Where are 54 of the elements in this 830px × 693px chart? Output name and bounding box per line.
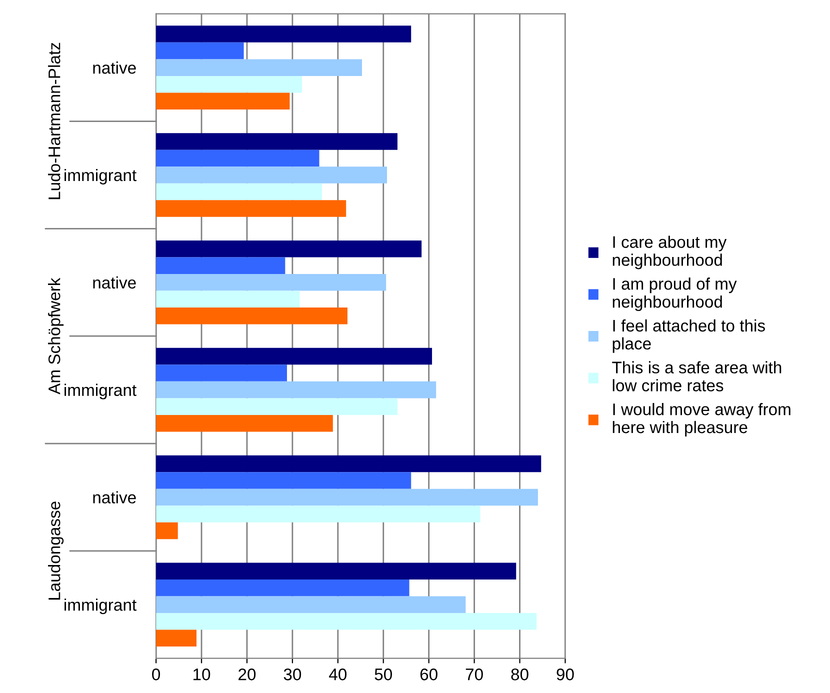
text: Laudongasse (48, 502, 64, 600)
x-tick-label: 10 (194, 668, 210, 680)
bar (156, 398, 398, 415)
legend-label: I feel attached to this place (612, 319, 765, 353)
bar (156, 562, 516, 580)
legend-label: I care about my neighbourhood (612, 236, 727, 270)
bar (156, 364, 287, 382)
bar (156, 240, 422, 258)
x-tick-label: 30 (284, 668, 302, 680)
bar (156, 522, 178, 540)
x-tick-label: 70 (466, 668, 483, 680)
bar (156, 348, 432, 365)
y-tick-label: native (93, 276, 136, 289)
x-tick-label: 60 (420, 668, 438, 680)
text: Am Schöpfwerk (48, 278, 64, 394)
bar (156, 59, 362, 76)
legend-label: I would move away from here with pleasure (612, 403, 790, 436)
bar (156, 166, 388, 184)
bar (156, 76, 302, 93)
bar (156, 630, 197, 647)
bar (156, 455, 542, 472)
bar (156, 257, 286, 274)
bar (156, 596, 466, 614)
y-tick-label: native (93, 491, 136, 504)
bar (156, 42, 244, 60)
x-tick-label: 80 (511, 668, 528, 680)
bar (156, 290, 300, 308)
bar (156, 414, 333, 432)
bar (156, 200, 346, 217)
text: Ludo-Hartmann-Platz (48, 42, 60, 200)
bar (156, 613, 537, 630)
bar (156, 26, 412, 42)
bar (156, 580, 410, 596)
x-tick-label: 40 (329, 668, 347, 680)
bar (156, 488, 538, 506)
x-tick-label: 50 (374, 668, 392, 680)
x-tick-label: 20 (238, 668, 256, 680)
bar (156, 183, 322, 200)
y-tick-label: immigrant (64, 168, 136, 184)
bar (156, 506, 480, 522)
legend-label: I am proud of my neighbourhood (612, 278, 737, 312)
legend-label: This is a safe area with low crime rates (612, 361, 782, 392)
bar (156, 381, 436, 398)
y-tick-label: immigrant (64, 384, 136, 400)
y-tick-label: immigrant (64, 598, 136, 614)
bar (156, 274, 386, 291)
bar (156, 308, 348, 324)
bar (156, 472, 412, 489)
x-tick-label: 90 (556, 668, 574, 680)
bar (156, 150, 320, 167)
bar (156, 133, 398, 150)
y-tick-label: native (93, 62, 136, 74)
x-tick-label: 0 (152, 668, 160, 680)
bar (156, 92, 290, 110)
